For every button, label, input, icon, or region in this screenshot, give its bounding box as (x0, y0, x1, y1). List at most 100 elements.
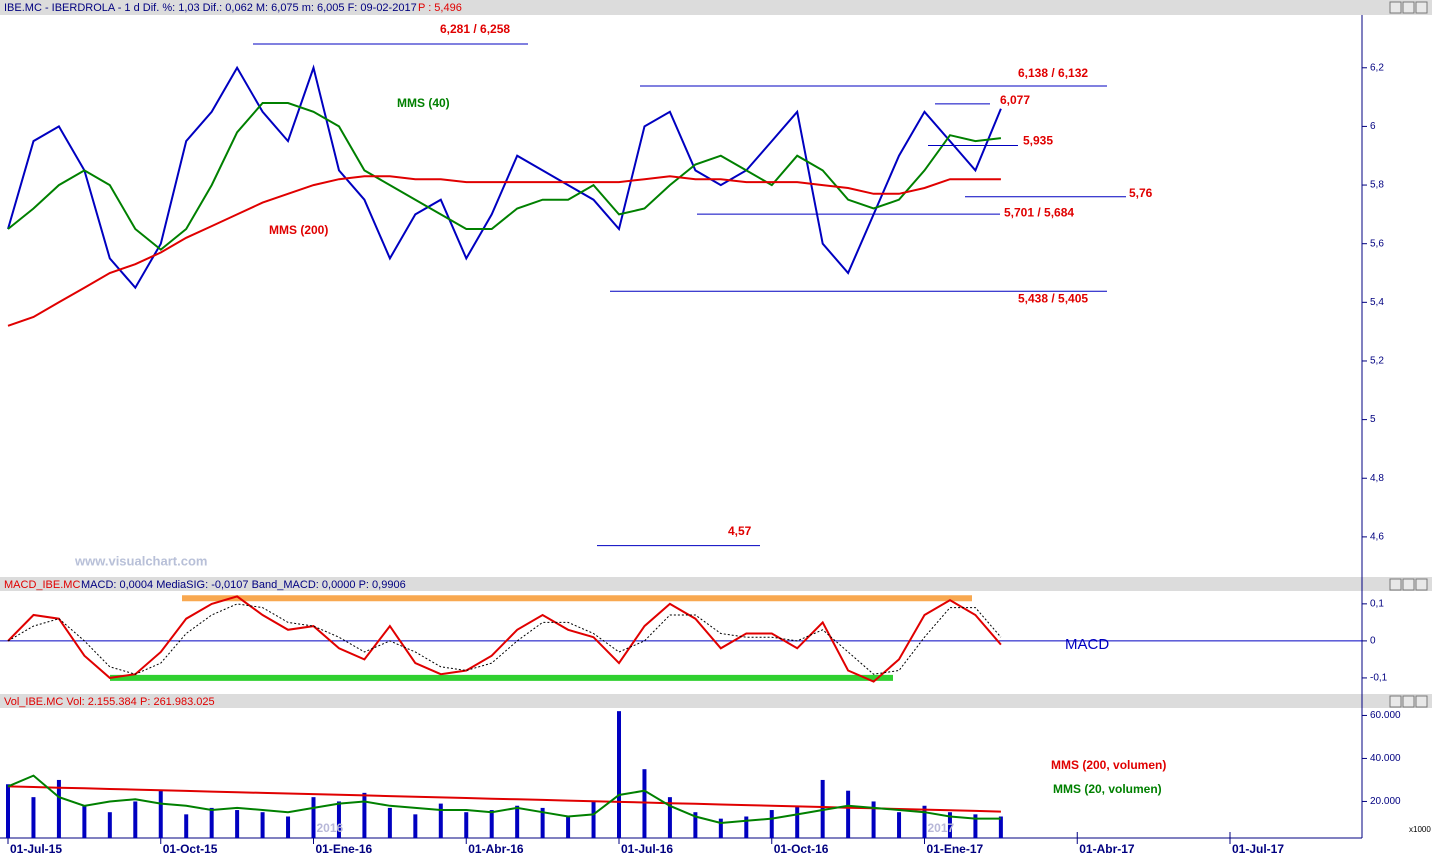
volume-bar (871, 801, 876, 838)
maximize-button[interactable] (1402, 695, 1415, 708)
volume-bar (6, 784, 10, 838)
y-tick-label: 4,6 (1370, 532, 1384, 543)
volume-bar (464, 812, 469, 838)
legend-label: MMS (40) (397, 96, 450, 110)
chart-title: MACD_IBE.MC (4, 579, 80, 591)
y-tick-label: 4,8 (1370, 473, 1384, 484)
minimize-button[interactable] (1389, 695, 1402, 708)
chart-subtitle: MACD: 0,0004 MediaSIG: -0,0107 Band_MACD… (81, 579, 406, 591)
header-bar (0, 694, 1432, 708)
x-tick-label: 01-Oct-15 (163, 842, 218, 856)
y-tick-label: -0,1 (1370, 673, 1388, 684)
series-line (7, 595, 1002, 683)
volume-bar (362, 792, 367, 838)
y-tick-label: 0 (1370, 636, 1376, 647)
window-buttons[interactable] (1389, 1, 1428, 708)
volume-bar (489, 810, 494, 838)
x-tick-label: 01-Jul-17 (1232, 842, 1284, 856)
legend-label: MMS (20, volumen) (1053, 782, 1162, 796)
volume-bar (973, 814, 978, 838)
header-bar (0, 0, 1432, 15)
y-tick-label: 60.000 (1370, 710, 1401, 721)
y-tick-label: 5,4 (1370, 297, 1384, 308)
panel-label: MACD (1065, 636, 1109, 653)
x-tick-label: 01-Abr-17 (1079, 842, 1135, 856)
minimize-button[interactable] (1389, 578, 1402, 591)
close-button[interactable] (1415, 695, 1428, 708)
y-tick-label: 0,1 (1370, 598, 1384, 609)
volume-bar (107, 812, 112, 838)
volume-bar (591, 801, 596, 838)
close-button[interactable] (1415, 1, 1428, 14)
volume-bar (718, 818, 723, 838)
header-bar (0, 577, 1432, 591)
annotation: 5,438 / 5,405 (1018, 291, 1088, 305)
volume-bar (260, 812, 265, 838)
volume-bar (897, 812, 902, 838)
volume-bar (184, 814, 189, 838)
volume-bar (515, 805, 520, 838)
x-tick-label: 01-Oct-16 (774, 842, 829, 856)
year-label: 2017 (928, 821, 955, 835)
annotation: 5,76 (1129, 186, 1153, 200)
annotation: 5,701 / 5,684 (1004, 205, 1074, 219)
volume-bar (540, 807, 545, 838)
chart-title: Vol_IBE.MC Vol: 2.155.384 (4, 696, 137, 708)
volume-bar (820, 779, 825, 838)
annotation: 4,57 (728, 524, 752, 538)
volume-bar (922, 805, 927, 838)
volume-bar (235, 810, 240, 838)
volume-bar (846, 790, 851, 838)
y-tick-label: 6 (1370, 121, 1376, 132)
volume-bar (769, 810, 774, 838)
volume-bar (617, 711, 621, 838)
y-tick-label: 6,2 (1370, 62, 1384, 73)
x-tick-label: 01-Ene-16 (316, 842, 373, 856)
annotation: 6,077 (1000, 93, 1030, 107)
x-tick-label: 01-Jul-15 (10, 842, 62, 856)
y-tick-label: 40.000 (1370, 753, 1401, 764)
maximize-button[interactable] (1402, 578, 1415, 591)
chart-title: IBE.MC - IBERDROLA - 1 d Dif. %: 1,03 Di… (4, 2, 417, 14)
volume-bar (642, 769, 647, 838)
volume-bar (795, 805, 800, 838)
chart-subtitle: P: 261.983.025 (140, 696, 215, 708)
volume-bar (693, 812, 698, 838)
series-line (7, 175, 1001, 327)
series-line (7, 64, 1002, 290)
volume-bar (998, 816, 1003, 838)
annotation: 6,138 / 6,132 (1018, 66, 1088, 80)
series-line (7, 774, 1001, 825)
y-tick-label: 20.000 (1370, 796, 1401, 807)
volume-bar (744, 816, 749, 838)
legend-label: MMS (200) (269, 223, 328, 237)
series-line (7, 102, 1002, 251)
volume-bar (286, 816, 291, 838)
volume-bar (56, 779, 61, 838)
volume-bar (413, 814, 418, 838)
x-tick-label: 01-Jul-16 (621, 842, 673, 856)
volume-bar (82, 805, 87, 838)
volume-bar (947, 812, 952, 838)
unit-label: x1000 (1409, 825, 1431, 834)
annotation: 6,281 / 6,258 (440, 22, 510, 36)
close-button[interactable] (1415, 578, 1428, 591)
volume-bar (566, 816, 571, 838)
x-tick-label: 01-Abr-16 (468, 842, 524, 856)
annotation: 5,935 (1023, 134, 1053, 148)
legend-label: MMS (200, volumen) (1051, 758, 1166, 772)
volume-bar (667, 797, 672, 838)
volume-bar (31, 797, 36, 838)
volume-bar (311, 797, 316, 838)
volume-bar (387, 807, 392, 838)
watermark: www.visualchart.com (74, 553, 207, 568)
volume-bar (209, 807, 214, 838)
y-tick-label: 5,8 (1370, 180, 1384, 191)
minimize-button[interactable] (1389, 1, 1402, 14)
volume-bar (438, 803, 443, 838)
y-tick-label: 5,6 (1370, 238, 1384, 249)
chart-subtitle: P : 5,496 (418, 2, 462, 14)
maximize-button[interactable] (1402, 1, 1415, 14)
